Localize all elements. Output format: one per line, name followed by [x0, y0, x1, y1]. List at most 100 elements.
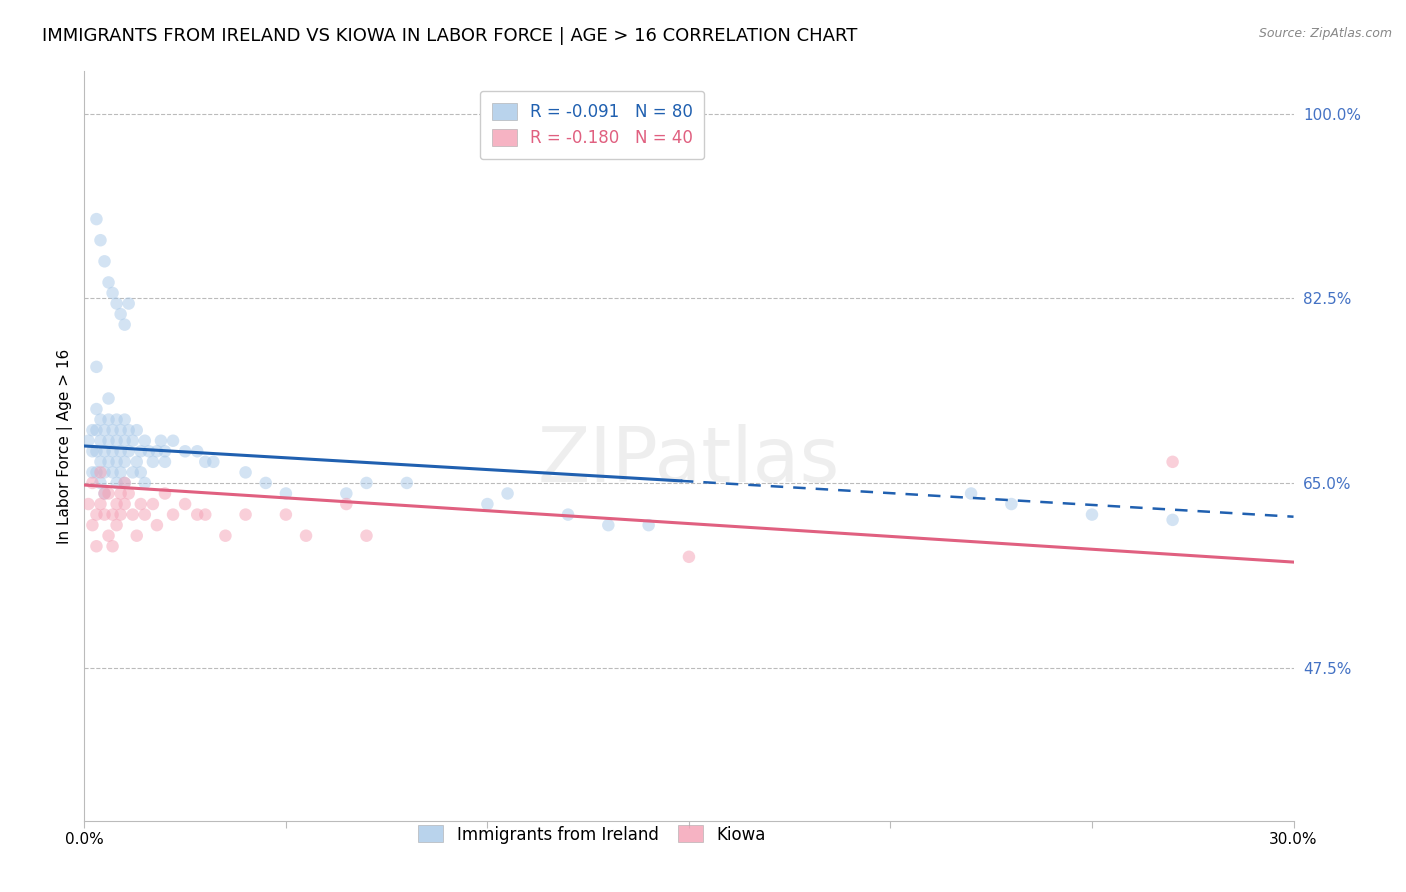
- Point: [89, 233, 111, 247]
- Point: [89, 412, 111, 426]
- Point: [82, 423, 104, 437]
- Point: [101, 423, 124, 437]
- Point: [86, 402, 108, 417]
- Point: [89, 497, 111, 511]
- Point: [110, 307, 132, 321]
- Point: [194, 455, 217, 469]
- Point: [678, 549, 700, 564]
- Point: [214, 529, 236, 543]
- Point: [97, 392, 120, 406]
- Point: [82, 444, 104, 458]
- Point: [335, 486, 357, 500]
- Point: [186, 508, 208, 522]
- Point: [125, 423, 148, 437]
- Point: [134, 508, 156, 522]
- Point: [101, 508, 124, 522]
- Point: [295, 529, 318, 543]
- Point: [82, 466, 104, 480]
- Point: [110, 423, 132, 437]
- Point: [395, 475, 418, 490]
- Point: [678, 835, 700, 849]
- Point: [114, 412, 136, 426]
- Point: [86, 212, 108, 227]
- Point: [93, 508, 115, 522]
- Point: [134, 434, 156, 448]
- Point: [162, 434, 184, 448]
- Point: [557, 508, 579, 522]
- Point: [235, 508, 257, 522]
- Point: [114, 475, 136, 490]
- Point: [110, 508, 132, 522]
- Point: [1081, 508, 1104, 522]
- Point: [110, 486, 132, 500]
- Point: [149, 434, 172, 448]
- Point: [105, 518, 128, 533]
- Point: [202, 455, 225, 469]
- Point: [118, 486, 141, 500]
- Text: Source: ZipAtlas.com: Source: ZipAtlas.com: [1258, 27, 1392, 40]
- Point: [138, 444, 160, 458]
- Point: [129, 466, 152, 480]
- Point: [356, 529, 378, 543]
- Point: [97, 529, 120, 543]
- Point: [598, 518, 620, 533]
- Point: [134, 475, 156, 490]
- Point: [118, 296, 141, 310]
- Point: [86, 359, 108, 374]
- Point: [101, 285, 124, 300]
- Point: [121, 508, 143, 522]
- Point: [1161, 455, 1184, 469]
- Point: [129, 444, 152, 458]
- Point: [356, 475, 378, 490]
- Point: [86, 466, 108, 480]
- Point: [121, 434, 143, 448]
- Point: [86, 444, 108, 458]
- Point: [101, 466, 124, 480]
- Point: [86, 539, 108, 553]
- Point: [186, 444, 208, 458]
- Point: [174, 444, 197, 458]
- Point: [162, 508, 184, 522]
- Point: [82, 518, 104, 533]
- Text: ZIPatlas: ZIPatlas: [537, 424, 841, 498]
- Point: [105, 475, 128, 490]
- Point: [174, 497, 197, 511]
- Point: [89, 466, 111, 480]
- Point: [1000, 497, 1022, 511]
- Point: [960, 486, 983, 500]
- Point: [637, 518, 659, 533]
- Point: [110, 466, 132, 480]
- Point: [93, 423, 115, 437]
- Point: [93, 444, 115, 458]
- Point: [105, 455, 128, 469]
- Point: [93, 486, 115, 500]
- Point: [114, 497, 136, 511]
- Point: [142, 455, 165, 469]
- Point: [1161, 513, 1184, 527]
- Point: [97, 434, 120, 448]
- Point: [477, 497, 499, 511]
- Point: [335, 497, 357, 511]
- Point: [93, 466, 115, 480]
- Point: [153, 455, 176, 469]
- Point: [125, 529, 148, 543]
- Point: [254, 475, 277, 490]
- Point: [146, 518, 169, 533]
- Point: [114, 434, 136, 448]
- Point: [146, 444, 169, 458]
- Point: [114, 318, 136, 332]
- Point: [89, 455, 111, 469]
- Point: [97, 276, 120, 290]
- Point: [89, 434, 111, 448]
- Point: [153, 486, 176, 500]
- Point: [121, 466, 143, 480]
- Point: [93, 486, 115, 500]
- Point: [153, 444, 176, 458]
- Point: [274, 486, 297, 500]
- Point: [105, 412, 128, 426]
- Point: [110, 444, 132, 458]
- Point: [82, 475, 104, 490]
- Point: [101, 444, 124, 458]
- Point: [77, 434, 100, 448]
- Point: [105, 497, 128, 511]
